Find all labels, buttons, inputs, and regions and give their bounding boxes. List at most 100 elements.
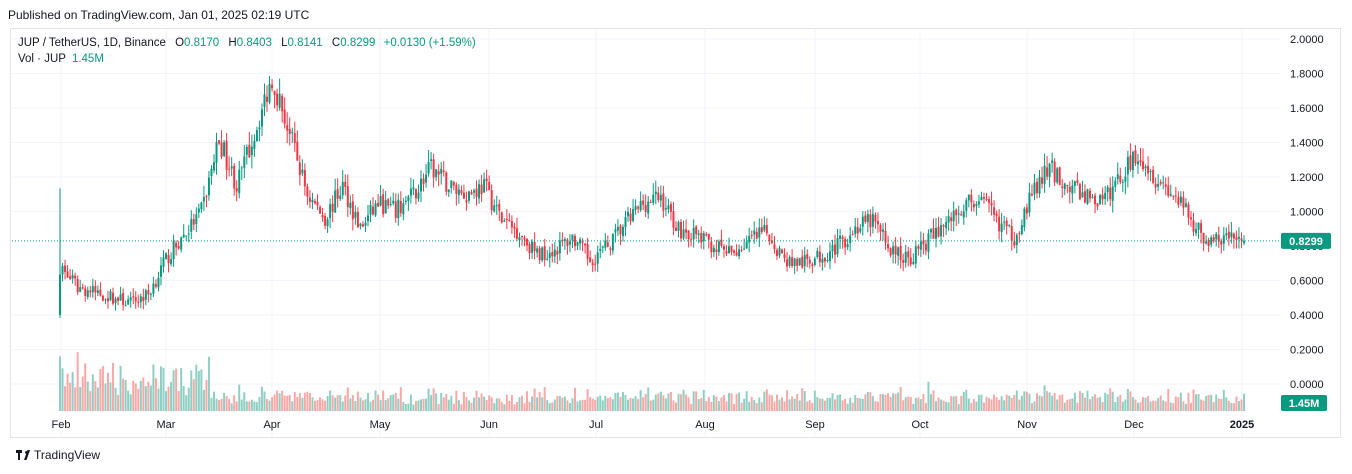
candle-body — [422, 178, 425, 185]
candle-body — [404, 200, 407, 203]
volume-bar — [1111, 391, 1114, 411]
candle-body — [170, 258, 173, 265]
volume-bar — [1142, 397, 1145, 411]
volume-bar — [889, 396, 892, 411]
volume-bar — [233, 395, 236, 411]
chart-legend: JUP / TetherUS, 1D, Binance O0.8170 H0.8… — [18, 35, 476, 67]
candle-body — [990, 202, 993, 206]
y-tick-label: 0.0000 — [1290, 379, 1324, 391]
candle-body — [467, 191, 470, 201]
volume-bar — [1020, 395, 1023, 411]
volume-bar — [81, 376, 84, 411]
candle-body — [149, 293, 152, 295]
candle-body — [175, 242, 178, 248]
footer-brand[interactable]: TradingView — [16, 448, 100, 462]
volume-bar — [374, 390, 377, 411]
candle-body — [763, 225, 766, 231]
volume-bar — [394, 392, 397, 411]
candle-body — [377, 202, 380, 207]
volume-bar — [1023, 391, 1026, 411]
candle-body — [720, 239, 723, 246]
candle-body — [1056, 168, 1059, 183]
candle-body — [76, 279, 79, 293]
volume-bar — [1134, 399, 1137, 411]
candle-body — [379, 196, 382, 206]
candle-body — [1013, 241, 1016, 246]
volume-bar — [589, 397, 592, 411]
volume-bar — [59, 356, 61, 411]
x-tick-label: Jul — [589, 419, 603, 431]
last-price-marker[interactable] — [1281, 232, 1331, 249]
candle-body — [1179, 196, 1182, 203]
volume-bar — [977, 394, 980, 411]
candle-body — [1025, 207, 1028, 214]
candle-body — [664, 208, 667, 210]
volume-bar — [591, 398, 594, 411]
volume-bar — [960, 395, 963, 411]
volume-bar — [1147, 395, 1150, 411]
candle-body — [1086, 189, 1089, 204]
volume-bars — [59, 352, 1245, 411]
volume-bar — [1038, 395, 1041, 411]
candle-body — [558, 240, 561, 254]
volume-bar — [137, 388, 140, 411]
symbol-title[interactable]: JUP / TetherUS, 1D, Binance — [18, 37, 166, 49]
candle-body — [568, 241, 571, 245]
volume-bar — [190, 370, 193, 411]
volume-bar — [806, 401, 809, 411]
volume-value: 1.45M — [71, 53, 104, 65]
candle-body — [518, 237, 521, 241]
volume-bar — [1144, 397, 1147, 411]
volume-bar — [654, 394, 657, 411]
volume-bar — [142, 377, 145, 411]
volume-bar — [1043, 385, 1046, 411]
candle-body — [942, 225, 945, 227]
volume-bar — [644, 394, 647, 411]
candle-body — [1207, 239, 1210, 247]
candle-body — [1177, 197, 1180, 205]
x-axis: Feb Mar Apr May Jun Jul Aug Sep Oct Nov Dec 2025 — [52, 419, 1255, 431]
candle-body — [929, 229, 932, 233]
volume-bar — [556, 396, 559, 411]
volume-bar — [157, 388, 160, 411]
candle-body — [1235, 237, 1238, 241]
volume-bar — [917, 397, 920, 411]
volume-bar — [763, 391, 766, 411]
last-volume-marker[interactable] — [1281, 395, 1327, 411]
candle-body — [132, 296, 135, 298]
candle-body — [271, 84, 274, 89]
candle-body — [826, 259, 829, 261]
volume-bar — [1136, 402, 1139, 411]
volume-bar — [677, 393, 680, 411]
candle-body — [276, 93, 279, 106]
volume-bar — [778, 399, 781, 411]
volume-bar — [283, 395, 286, 411]
candle-body — [1109, 187, 1112, 200]
candle-body — [1038, 176, 1041, 194]
candle-body — [881, 229, 884, 232]
candle-body — [273, 90, 276, 96]
volume-bar — [1124, 399, 1127, 411]
candle-body — [1129, 155, 1132, 170]
volume-label[interactable]: Vol · JUP — [18, 53, 66, 65]
candle-body — [745, 241, 748, 249]
volume-bar — [71, 371, 74, 411]
candle-body — [793, 258, 796, 266]
y-axis: 2.00001.80001.60001.40001.20001.00000.80… — [1290, 34, 1324, 391]
candle-body — [960, 214, 963, 216]
candle-body — [185, 235, 188, 237]
volume-bar — [975, 401, 978, 411]
volume-bar — [124, 379, 127, 411]
x-tick-label: Sep — [805, 419, 825, 431]
volume-bar — [238, 384, 241, 411]
candle-body — [1169, 194, 1172, 196]
volume-bar — [1101, 401, 1104, 411]
candle-body — [1136, 161, 1139, 165]
candle-body — [849, 235, 852, 243]
candle-body — [1104, 192, 1107, 199]
candle-body — [614, 229, 617, 233]
candle-body — [341, 181, 344, 196]
candle-body — [480, 184, 483, 195]
volume-bar — [263, 391, 266, 411]
